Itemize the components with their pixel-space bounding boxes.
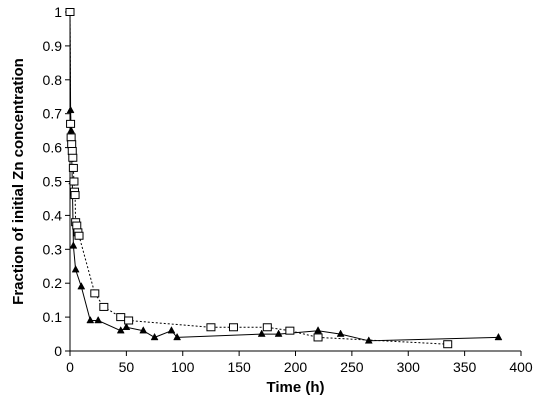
series-2-point — [124, 316, 134, 325]
series-1-point — [122, 322, 131, 331]
y-tick-label: 0.3 — [43, 241, 63, 257]
series-1-point — [336, 329, 345, 337]
series-1-point — [69, 241, 78, 249]
series-2-point — [74, 231, 84, 240]
x-tick-label: 150 — [227, 359, 251, 375]
y-tick-label: 0.4 — [43, 207, 63, 223]
series-1-line — [69, 11, 499, 342]
axes — [69, 12, 521, 352]
series-1-point — [150, 332, 159, 341]
y-tick-label: 0.1 — [43, 309, 63, 325]
series-2-point — [68, 153, 78, 162]
series-1-point — [77, 282, 86, 290]
y-tick-label: 0.5 — [43, 174, 63, 190]
series-2-point — [68, 163, 78, 172]
series-2-point — [67, 146, 77, 155]
y-axis-title: Fraction of initial Zn concentration — [10, 58, 27, 305]
x-axis-title: Time (h) — [266, 379, 324, 396]
y-tick-label: 1 — [54, 4, 62, 20]
x-tick-label: 400 — [509, 359, 533, 375]
series-2-point — [116, 313, 126, 322]
y-tick-label: 0.6 — [43, 140, 63, 156]
series-1-point — [494, 332, 503, 341]
series-2-point — [285, 326, 295, 335]
ticks: 0 0.1 0.2 0.3 0.4 0.5 0.6 0.7 0.8 0.9 1 0 50 100 150 20… — [43, 4, 533, 375]
series-2-point — [69, 177, 79, 186]
series-2-point — [228, 323, 238, 332]
series-2-point — [66, 119, 76, 128]
series-1-point — [94, 315, 103, 324]
x-tick-label: 0 — [66, 359, 74, 375]
series-2-point — [443, 340, 453, 349]
series-2-point — [313, 333, 323, 342]
y-tick-label: 0.2 — [43, 275, 63, 291]
series-2-point — [65, 8, 75, 16]
series-2-point — [66, 133, 76, 142]
series-1-point — [86, 315, 95, 324]
series-1-point — [139, 326, 148, 334]
x-tick-label: 250 — [340, 359, 364, 375]
series-2-point — [262, 323, 272, 332]
x-tick-label: 300 — [397, 359, 421, 375]
series-2-point — [70, 191, 80, 200]
x-tick-label: 50 — [119, 359, 135, 375]
series-2-point — [72, 221, 82, 230]
series-2-line — [69, 11, 448, 345]
series-1-point — [71, 265, 80, 273]
series-layer — [65, 7, 503, 349]
y-tick-label: 0.7 — [43, 106, 63, 122]
series-2-point — [99, 302, 109, 311]
series-1-point — [314, 326, 322, 334]
x-tick-label: 200 — [284, 359, 308, 375]
x-tick-label: 100 — [171, 359, 195, 375]
y-tick-label: 0.9 — [43, 38, 63, 54]
x-tick-label: 350 — [453, 359, 477, 375]
series-2-point — [67, 140, 77, 149]
series-2-point — [90, 289, 100, 298]
series-1-point — [167, 326, 176, 334]
y-tick-label: 0 — [54, 343, 62, 359]
series-1-point — [274, 329, 283, 337]
series-1-point — [173, 332, 182, 341]
series-2-point — [206, 323, 216, 332]
series-1-point — [257, 329, 266, 337]
y-tick-label: 0.8 — [43, 72, 63, 88]
series-1-point — [116, 326, 125, 334]
